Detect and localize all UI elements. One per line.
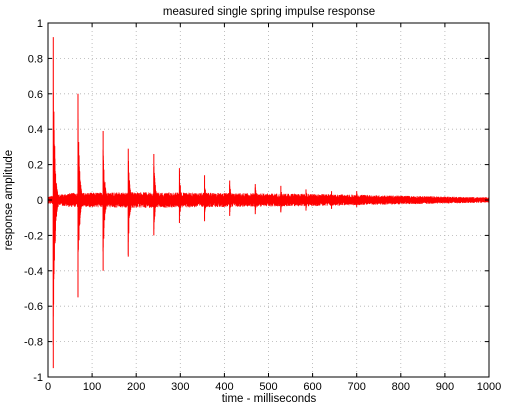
plot-area [47,37,490,369]
y-tick-label: 0.2 [28,160,43,172]
y-tick-label: -1 [33,372,43,384]
y-tick-label: 0 [37,195,43,207]
x-tick-label: 100 [83,381,101,393]
x-tick-label: 1000 [477,381,501,393]
y-axis-label: response amplitude [3,150,15,250]
y-tick-label: 1 [37,18,43,30]
x-tick-label: 600 [303,381,321,393]
y-tick-label: 0.6 [28,89,43,101]
y-tick-label: -0.2 [24,230,43,242]
x-axis-label: time - milliseconds [222,393,317,405]
x-tick-label: 900 [436,381,454,393]
y-tick-label: -0.6 [24,301,43,313]
x-tick-label: 500 [259,381,277,393]
x-tick-label: 700 [348,381,366,393]
y-tick-label: -0.4 [24,266,43,278]
y-tick-label: 0.4 [28,124,43,136]
x-tick-label: 0 [45,381,51,393]
x-tick-label: 800 [392,381,410,393]
y-tick-label: -0.8 [24,337,43,349]
impulse-response-series [47,59,490,345]
chart-title: measured single spring impulse response [163,6,375,18]
x-tick-label: 400 [215,381,233,393]
x-tick-label: 300 [171,381,189,393]
axis-ticks: 0 100 200 300 400 500 600 700 800 900 1000 -1 -0.8 -0… [24,18,501,393]
x-tick-label: 200 [127,381,145,393]
y-tick-label: 0.8 [28,53,43,65]
